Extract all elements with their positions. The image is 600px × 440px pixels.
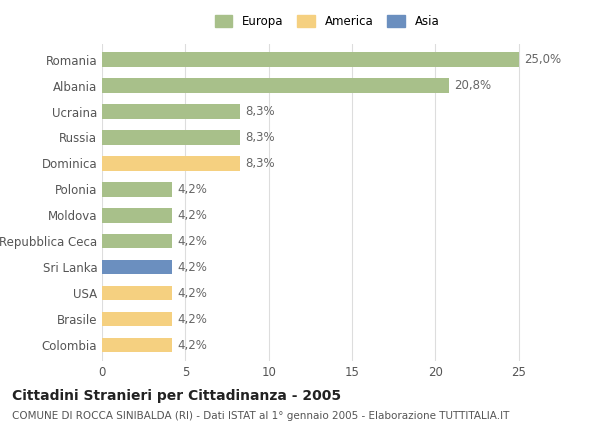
Bar bbox=[102, 286, 172, 301]
Bar bbox=[102, 182, 172, 197]
Bar bbox=[102, 78, 449, 93]
Text: 4,2%: 4,2% bbox=[177, 261, 207, 274]
Bar bbox=[102, 52, 518, 67]
Bar bbox=[102, 130, 241, 145]
Text: 8,3%: 8,3% bbox=[245, 105, 275, 118]
Text: 20,8%: 20,8% bbox=[454, 79, 491, 92]
Text: Cittadini Stranieri per Cittadinanza - 2005: Cittadini Stranieri per Cittadinanza - 2… bbox=[12, 389, 341, 403]
Bar bbox=[102, 208, 172, 223]
Bar bbox=[102, 338, 172, 352]
Text: COMUNE DI ROCCA SINIBALDA (RI) - Dati ISTAT al 1° gennaio 2005 - Elaborazione TU: COMUNE DI ROCCA SINIBALDA (RI) - Dati IS… bbox=[12, 411, 509, 422]
Text: 4,2%: 4,2% bbox=[177, 287, 207, 300]
Bar bbox=[102, 312, 172, 326]
Bar bbox=[102, 260, 172, 275]
Text: 4,2%: 4,2% bbox=[177, 183, 207, 196]
Text: 25,0%: 25,0% bbox=[524, 53, 561, 66]
Text: 8,3%: 8,3% bbox=[245, 157, 275, 170]
Text: 4,2%: 4,2% bbox=[177, 209, 207, 222]
Text: 4,2%: 4,2% bbox=[177, 339, 207, 352]
Bar bbox=[102, 156, 241, 171]
Text: 4,2%: 4,2% bbox=[177, 235, 207, 248]
Legend: Europa, America, Asia: Europa, America, Asia bbox=[211, 11, 443, 32]
Text: 8,3%: 8,3% bbox=[245, 131, 275, 144]
Text: 4,2%: 4,2% bbox=[177, 313, 207, 326]
Bar bbox=[102, 234, 172, 249]
Bar bbox=[102, 104, 241, 119]
